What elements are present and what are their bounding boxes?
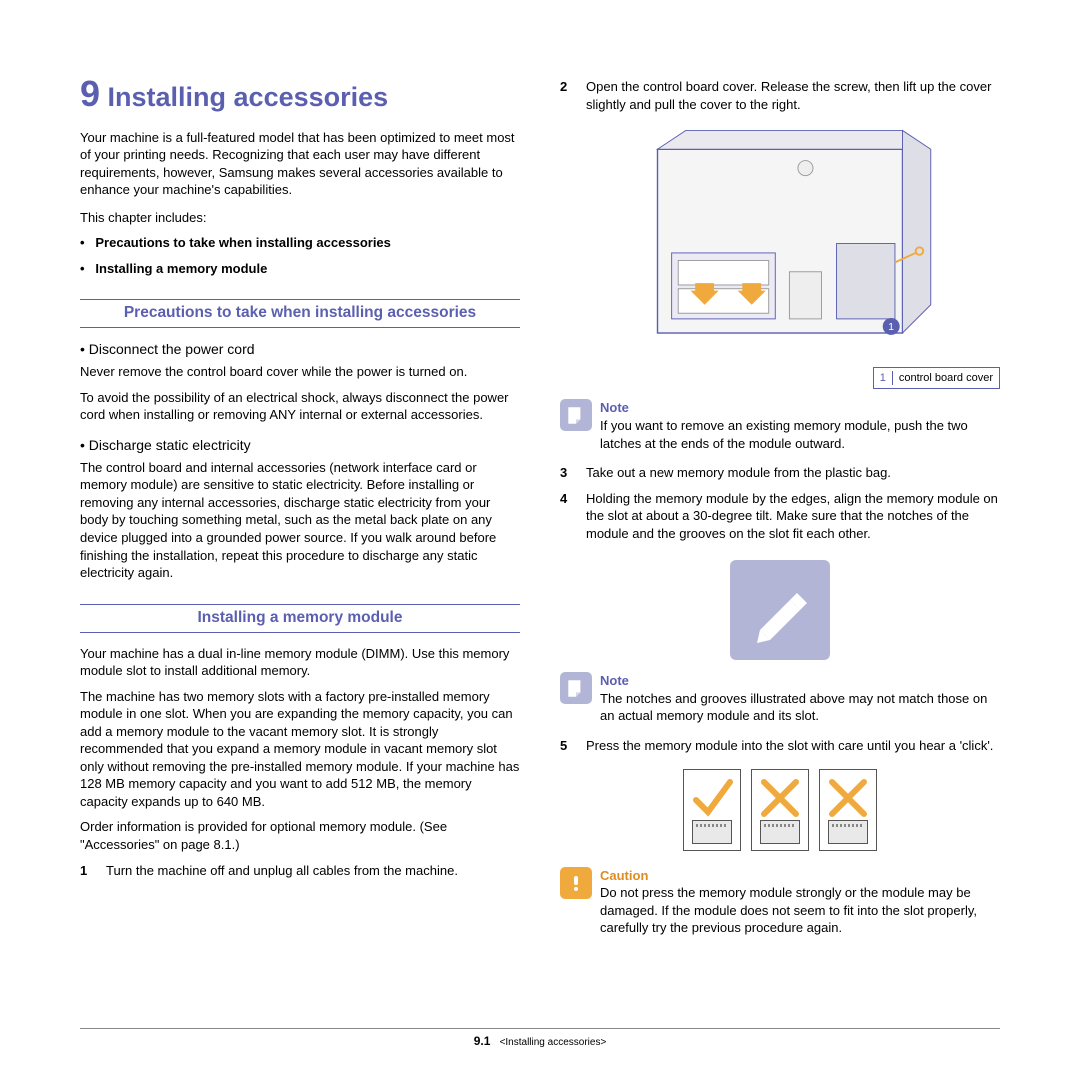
right-column: 2 Open the control board cover. Release … [560, 70, 1000, 949]
toc-item: • Installing a memory module [80, 260, 520, 278]
caution-callout: Caution Do not press the memory module s… [560, 867, 1000, 937]
toc-item: • Precautions to take when installing ac… [80, 234, 520, 252]
caution-title: Caution [600, 867, 1000, 885]
step-number: 4 [560, 490, 574, 543]
note-title: Note [600, 399, 1000, 417]
note-icon [560, 399, 592, 431]
body-text: Never remove the control board cover whi… [80, 363, 520, 381]
figure-label: 1control board cover [873, 367, 1000, 390]
step-text: Holding the memory module by the edges, … [586, 490, 1000, 543]
slot-wrong [819, 769, 877, 851]
step: 2 Open the control board cover. Release … [560, 78, 1000, 113]
figure-printer: 1 1control board cover [560, 121, 1000, 389]
note-title: Note [600, 672, 1000, 690]
step: 5 Press the memory module into the slot … [560, 737, 1000, 755]
left-column: 9 Installing accessories Your machine is… [80, 70, 520, 949]
note-body: If you want to remove an existing memory… [600, 417, 1000, 452]
intro-text: Your machine is a full-featured model th… [80, 129, 520, 199]
chapter-number: 9 [80, 73, 100, 114]
slot-wrong [751, 769, 809, 851]
note-callout: Note If you want to remove an existing m… [560, 399, 1000, 452]
step-text: Open the control board cover. Release th… [586, 78, 1000, 113]
page-number: 9.1 [474, 1034, 491, 1048]
printer-illustration: 1 [615, 121, 945, 366]
step: 4 Holding the memory module by the edges… [560, 490, 1000, 543]
figure-slots [560, 769, 1000, 851]
body-text: Order information is provided for option… [80, 818, 520, 853]
footer-title: <Installing accessories> [500, 1037, 607, 1048]
step: 1 Turn the machine off and unplug all ca… [80, 862, 520, 880]
page-footer: 9.1 <Installing accessories> [80, 1028, 1000, 1050]
step-number: 5 [560, 737, 574, 755]
svg-text:1: 1 [888, 322, 894, 333]
note-body: The notches and grooves illustrated abov… [600, 690, 1000, 725]
note-callout: Note The notches and grooves illustrated… [560, 672, 1000, 725]
step-text: Turn the machine off and unplug all cabl… [106, 862, 458, 880]
section-heading: Precautions to take when installing acce… [80, 299, 520, 328]
slot-correct [683, 769, 741, 851]
figure-pencil [730, 560, 830, 660]
step-text: Press the memory module into the slot wi… [586, 737, 993, 755]
caution-body: Do not press the memory module strongly … [600, 884, 1000, 937]
toc-lead: This chapter includes: [80, 209, 520, 227]
chapter-title: Installing accessories [100, 82, 388, 112]
subheading: • Discharge static electricity [80, 436, 520, 455]
chapter-header: 9 Installing accessories [80, 70, 520, 119]
step-number: 2 [560, 78, 574, 113]
caution-icon [560, 867, 592, 899]
step-number: 1 [80, 862, 94, 880]
body-text: The control board and internal accessori… [80, 459, 520, 582]
step-text: Take out a new memory module from the pl… [586, 464, 891, 482]
body-text: The machine has two memory slots with a … [80, 688, 520, 811]
body-text: Your machine has a dual in-line memory m… [80, 645, 520, 680]
subheading: • Disconnect the power cord [80, 340, 520, 359]
step-number: 3 [560, 464, 574, 482]
step: 3 Take out a new memory module from the … [560, 464, 1000, 482]
body-text: To avoid the possibility of an electrica… [80, 389, 520, 424]
note-icon [560, 672, 592, 704]
section-heading: Installing a memory module [80, 604, 520, 633]
